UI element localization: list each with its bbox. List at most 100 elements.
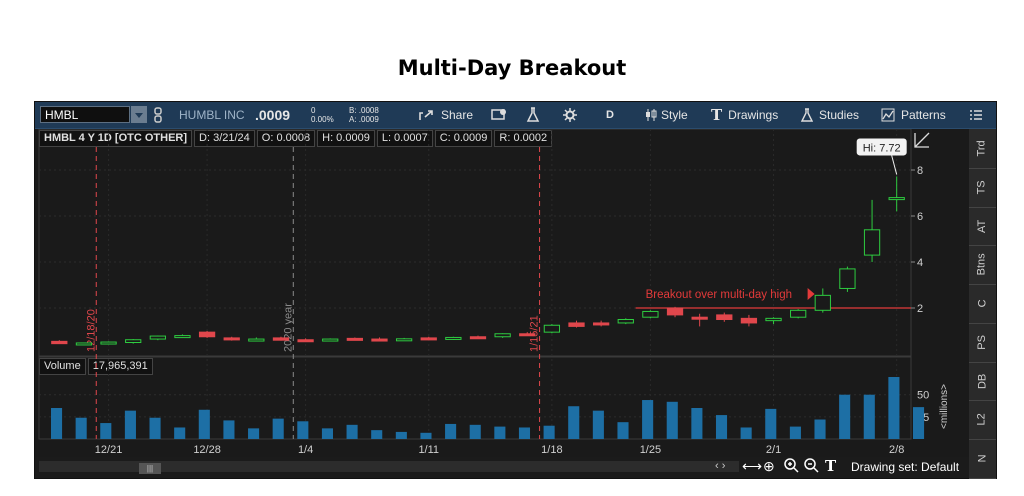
scroll-arrows[interactable]: ‹ › <box>715 460 726 472</box>
crosshair-icon[interactable]: ⊕ <box>763 458 775 474</box>
flask-icon[interactable] <box>526 102 540 128</box>
bottom-bar: ||| ‹ › ⟷ ⊕ T Drawing set: Default <box>35 457 969 478</box>
volume-bar <box>469 424 481 439</box>
hi-label-pointer <box>891 155 898 175</box>
hi-label-box <box>856 138 907 156</box>
volume-bar <box>789 426 801 439</box>
x-tick-label: 12/28 <box>193 444 221 456</box>
candle-body <box>740 317 758 324</box>
event-marker-label: 12/18/20 <box>85 309 97 352</box>
sidebar-tab-btns[interactable]: Btns <box>969 245 996 286</box>
candle-body <box>75 342 93 346</box>
studies-button[interactable]: Studies <box>801 102 859 128</box>
drawings-button[interactable]: T Drawings <box>711 102 778 128</box>
x-tick-label: 2/1 <box>766 444 781 456</box>
volume-bar <box>198 409 210 439</box>
page-title: Multi-Day Breakout <box>397 56 627 80</box>
symbol-dropdown-button[interactable] <box>131 106 147 123</box>
volume-bar <box>395 431 407 439</box>
net-change-pct: 0.00% <box>311 115 334 124</box>
share-button[interactable]: Share <box>419 102 473 128</box>
gear-icon[interactable] <box>563 102 577 128</box>
pan-arrows-icon[interactable]: ⟷ <box>742 458 763 474</box>
chart-area[interactable]: 24682550<millions>12/2112/281/41/111/181… <box>35 129 969 484</box>
drawing-set-selector[interactable]: Drawing set: Default <box>851 460 960 474</box>
scroll-thumb[interactable]: ||| <box>139 463 161 474</box>
menu-icon[interactable] <box>969 102 983 128</box>
candle-body <box>888 197 905 201</box>
info-date: D: 3/21/24 <box>194 130 255 147</box>
event-marker-label: 2020 year <box>282 303 294 352</box>
candle-body <box>371 338 388 342</box>
candle-body <box>765 317 782 322</box>
drawings-label: Drawings <box>728 108 779 122</box>
breakout-label: Breakout over multi-day high <box>646 289 792 301</box>
volume-bar <box>223 420 235 439</box>
zoom-in-icon[interactable] <box>783 457 799 480</box>
sidebar-tab-c[interactable]: C <box>969 284 996 324</box>
volume-bar <box>543 425 555 439</box>
volume-bar <box>494 426 506 439</box>
candle-body <box>346 337 363 341</box>
volume-bar <box>863 394 875 439</box>
candle-body <box>445 336 462 340</box>
candle-body <box>51 340 68 345</box>
studies-label: Studies <box>819 108 860 122</box>
share-label: Share <box>441 108 474 122</box>
volume-tick-label: 50 <box>917 390 929 402</box>
volume-bar <box>346 424 358 439</box>
candle-body <box>272 337 290 341</box>
text-tool-icon: T <box>711 106 723 124</box>
candle-body <box>543 324 561 333</box>
info-open: O: 0.0008 <box>256 130 316 147</box>
toolbar: HMBL HUMBL INC .0009 0 0.00% B: .0008 A:… <box>35 102 996 129</box>
sidebar-tab-ts[interactable]: TS <box>969 168 996 208</box>
share-icon <box>419 110 433 120</box>
candle-body <box>174 335 191 339</box>
sidebar-tab-n[interactable]: N <box>969 439 996 479</box>
link-icon[interactable] <box>153 102 163 128</box>
volume-bar <box>839 394 851 439</box>
candle-body <box>469 336 487 340</box>
candle-body <box>223 337 240 341</box>
sidebar-tab-ps[interactable]: PS <box>969 323 996 363</box>
text-tool-icon[interactable]: T <box>825 457 837 475</box>
price-panel <box>38 129 912 357</box>
candle-body <box>593 322 610 326</box>
candle-body <box>642 310 659 318</box>
patterns-button[interactable]: Patterns <box>881 102 946 128</box>
volume-bar <box>666 401 678 439</box>
horizontal-scrollbar[interactable]: ||| <box>39 461 739 474</box>
price-tick-label: 4 <box>917 257 923 269</box>
chart-title: HMBL 4 Y 1D [OTC OTHER] <box>39 130 193 147</box>
volume-bar <box>592 410 604 439</box>
symbol-input[interactable]: HMBL <box>40 106 130 123</box>
candle-body <box>716 314 733 320</box>
company-name: HUMBL INC <box>179 108 245 122</box>
volume-bar <box>617 422 629 439</box>
info-range: R: 0.0002 <box>494 130 553 147</box>
volume-info-bar: Volume 17,965,391 <box>39 358 155 375</box>
sidebar-tab-l2[interactable]: L2 <box>969 400 996 441</box>
candle-body <box>691 316 708 320</box>
zoom-out-icon[interactable] <box>803 457 819 480</box>
sidebar-tab-at[interactable]: AT <box>969 207 996 247</box>
price-tick-label: 8 <box>917 165 923 177</box>
volume-bar <box>51 408 63 439</box>
volume-bar <box>642 400 654 439</box>
candle-body <box>814 294 831 311</box>
candle-body <box>125 339 142 344</box>
volume-bar <box>248 428 260 439</box>
volume-bar <box>272 418 284 439</box>
sidebar-tab-trd[interactable]: Trd <box>969 129 996 169</box>
volume-bar <box>297 421 309 439</box>
volume-bar <box>913 407 925 439</box>
patterns-icon <box>881 108 895 122</box>
message-icon[interactable] <box>491 102 507 128</box>
sidebar-tab-db[interactable]: DB <box>969 362 996 402</box>
style-button[interactable]: Style <box>645 102 688 128</box>
period-button[interactable]: D <box>606 109 614 121</box>
volume-value: 17,965,391 <box>87 358 153 375</box>
candle-body <box>863 229 881 256</box>
candle-body <box>790 309 807 318</box>
